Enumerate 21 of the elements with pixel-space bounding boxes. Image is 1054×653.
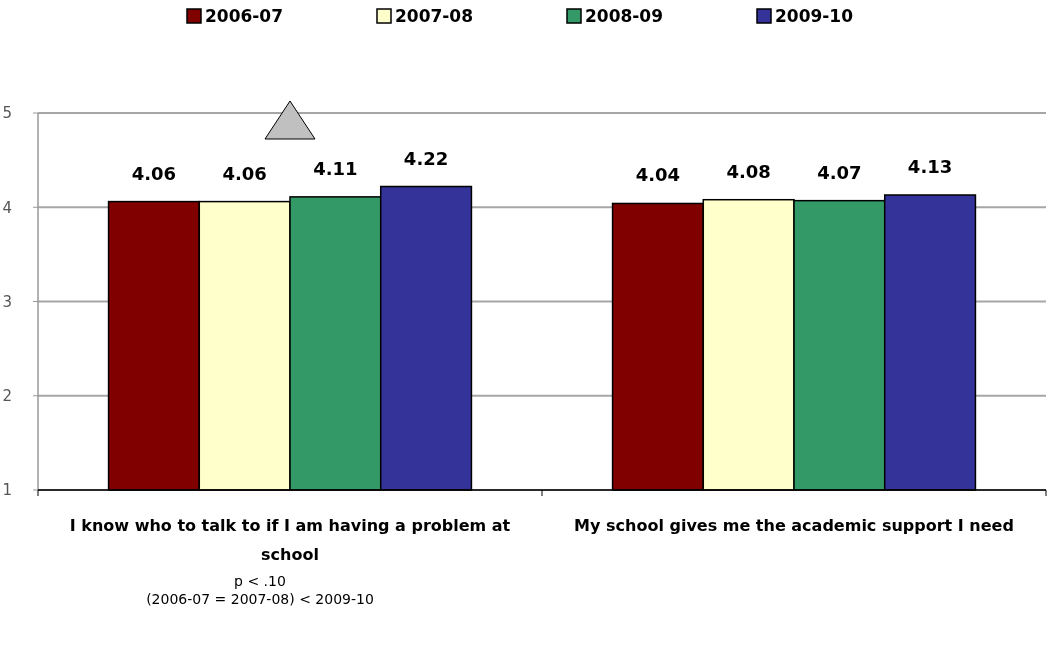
y-tick-label: 3	[2, 292, 12, 311]
y-tick-label: 2	[2, 387, 12, 405]
text: (2006-07 = 2007-08) < 2009-10	[146, 591, 374, 607]
x-tick-label: I know who to talk to if I am having a problem at school	[69, 516, 511, 564]
data-label: 4.11	[313, 157, 358, 179]
data-label: 4.06	[131, 162, 177, 184]
data-label: 4.04	[635, 164, 681, 186]
legend-label: 2006-07	[205, 6, 284, 26]
data-label: 4.08	[726, 160, 771, 182]
y-tick-label: 5	[2, 104, 12, 123]
text: p < .10	[234, 573, 286, 589]
data-label: 4.13	[907, 156, 953, 177]
x-tick-label: My school gives me the academic support I need	[574, 516, 1014, 535]
y-tick-label: 4	[2, 198, 12, 217]
data-label: 4.22	[403, 147, 449, 169]
data-label: 4.06	[222, 162, 267, 184]
legend-label: 2007-08	[395, 6, 474, 26]
legend-label: 2008-09	[585, 6, 664, 26]
data-label: 4.07	[817, 161, 862, 183]
y-tick-label: 1	[2, 481, 12, 500]
legend-label: 2009-10	[775, 6, 854, 26]
